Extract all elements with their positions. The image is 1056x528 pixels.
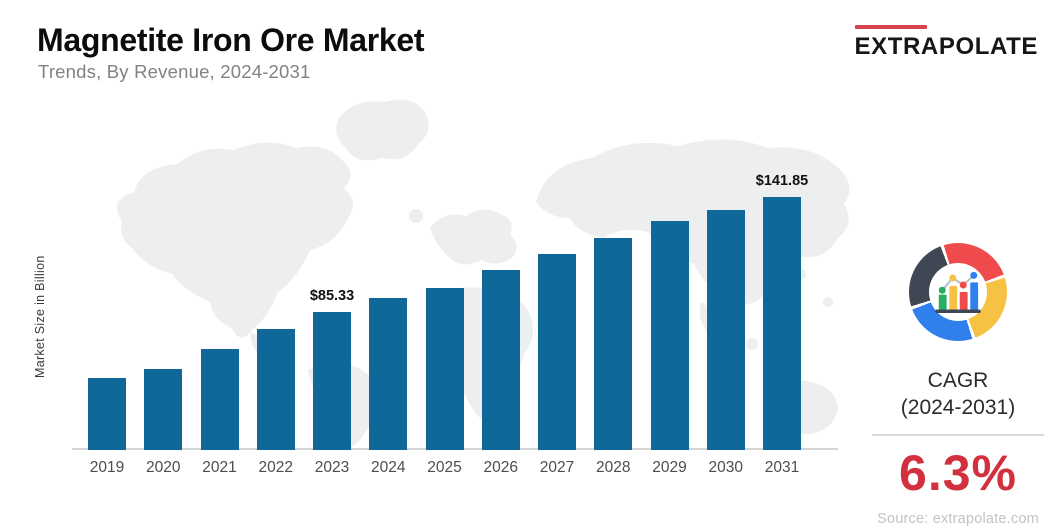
x-tick-2026: 2026 — [483, 459, 518, 476]
value-label-2031: $141.85 — [755, 172, 809, 189]
value-label-2023: $85.33 — [309, 287, 355, 304]
bar-2025 — [425, 288, 464, 450]
bar-2019 — [88, 378, 126, 450]
bar-2026 — [481, 270, 520, 450]
page-title: Magnetite Iron Ore Market — [37, 22, 425, 58]
bar-2030 — [706, 210, 745, 450]
x-tick-2022: 2022 — [258, 459, 293, 476]
x-tick-2031: 2031 — [764, 459, 800, 476]
cagr-label: CAGR — [927, 369, 989, 392]
donut-chart-icon — [909, 243, 1007, 341]
plot-area: 2019 2020 2021 2022 2023 $85.33 2024 2025 2026 20… — [72, 92, 838, 476]
bar-2028 — [594, 238, 633, 450]
bar-2021 — [200, 349, 239, 450]
panel-divider — [872, 433, 1044, 436]
bar-2024 — [369, 298, 408, 450]
x-tick-2019: 2019 — [89, 459, 125, 476]
page-subtitle: Trends, By Revenue, 2024-2031 — [38, 61, 311, 82]
logo-red-bar-icon — [854, 25, 927, 29]
x-tick-2024: 2024 — [371, 459, 406, 476]
cagr-panel: CAGR (2024-2031) 6.3% Source: extrapolat… — [858, 243, 1056, 527]
bar-2031 — [763, 196, 801, 450]
mini-bar-line-chart-icon — [935, 271, 981, 313]
bar-2027 — [538, 254, 576, 450]
cagr-period: (2024-2031) — [900, 396, 1016, 420]
x-tick-2023: 2023 — [314, 459, 350, 476]
source-text: Source: extrapolate.com — [877, 510, 1039, 527]
x-tick-2020: 2020 — [146, 459, 181, 476]
bar-2023 — [313, 311, 351, 450]
bar-2020 — [144, 369, 183, 450]
cagr-value: 6.3% — [899, 444, 1017, 501]
bar-2029 — [650, 221, 689, 450]
x-tick-2021: 2021 — [202, 459, 237, 476]
x-tick-2025: 2025 — [427, 459, 462, 476]
extrapolate-logo: EXTRAPOLATE — [854, 25, 1039, 61]
x-tick-2029: 2029 — [652, 459, 687, 476]
x-tick-2027: 2027 — [539, 459, 575, 476]
x-tick-2030: 2030 — [708, 459, 743, 476]
bar-2022 — [256, 329, 295, 450]
x-tick-2028: 2028 — [596, 459, 631, 476]
logo-text: EXTRAPOLATE — [854, 33, 1038, 60]
y-axis-label: Market Size in Billion — [33, 255, 47, 379]
